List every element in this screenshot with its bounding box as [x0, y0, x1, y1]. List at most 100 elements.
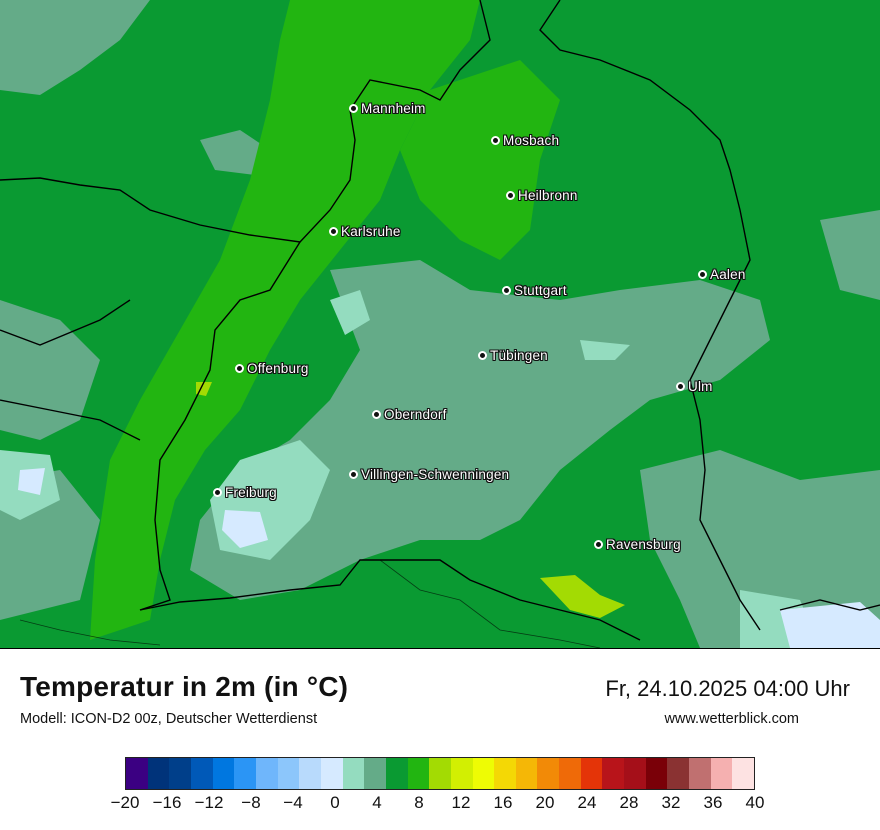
colorbar-tick-label: 24: [577, 793, 597, 812]
city-dot-icon: [235, 364, 244, 373]
city-name: Villingen-Schwenningen: [361, 467, 510, 482]
city-name: Tübingen: [490, 348, 548, 363]
forecast-datetime: Fr, 24.10.2025 04:00 Uhr: [605, 676, 850, 701]
city-marker[interactable]: Freiburg: [213, 485, 277, 500]
map-title: Temperatur in 2m (in °C): [20, 671, 349, 702]
colorbar-tick-label: 4: [372, 793, 382, 812]
city-dot-icon: [213, 488, 222, 497]
colorbar-swatch: [602, 758, 625, 789]
colorbar-swatch: [277, 758, 300, 789]
city-dot-icon: [506, 191, 515, 200]
colorbar-tick-label: −20: [110, 793, 140, 812]
city-marker[interactable]: Karlsruhe: [329, 224, 401, 239]
colorbar-swatch: [494, 758, 516, 789]
model-source: Modell: ICON-D2 00z, Deutscher Wetterdie…: [20, 711, 318, 727]
city-dot-icon: [349, 104, 358, 113]
field-coldest-spots: [18, 468, 880, 648]
city-dot-icon: [329, 227, 338, 236]
colorbar-swatch: [147, 758, 170, 789]
colorbar-swatch: [667, 758, 690, 789]
temperature-map[interactable]: Mannheim Mosbach Heilbronn Karlsruhe Aalen St…: [0, 0, 880, 649]
colorbar-swatch: [537, 758, 560, 789]
colorbar-swatch: [710, 758, 733, 789]
city-marker[interactable]: Stuttgart: [502, 283, 567, 298]
colorbar-swatch: [515, 758, 538, 789]
city-name: Offenburg: [247, 361, 309, 376]
temperature-colorbar: [125, 757, 755, 790]
colorbar-swatch: [580, 758, 603, 789]
colorbar-swatch: [624, 758, 646, 789]
colorbar-swatch: [407, 758, 430, 789]
colorbar-tick-label: 20: [535, 793, 555, 812]
city-name: Mannheim: [361, 101, 426, 116]
city-marker[interactable]: Offenburg: [235, 361, 309, 376]
colorbar-tick-label: −16: [152, 793, 182, 812]
colorbar-swatch: [212, 758, 235, 789]
city-marker[interactable]: Mannheim: [349, 101, 426, 116]
city-marker[interactable]: Tübingen: [478, 348, 548, 363]
colorbar-swatch: [732, 758, 755, 789]
colorbar-swatch: [342, 758, 365, 789]
city-name: Karlsruhe: [341, 224, 401, 239]
colorbar-swatch: [234, 758, 256, 789]
colorbar-swatch: [559, 758, 581, 789]
colorbar-swatch: [472, 758, 495, 789]
city-dot-icon: [349, 470, 358, 479]
field-east-cool: [0, 210, 880, 648]
city-marker[interactable]: Aalen: [698, 267, 746, 282]
city-name: Stuttgart: [514, 283, 567, 298]
colorbar-tick-label: 28: [619, 793, 639, 812]
colorbar-swatch: [190, 758, 213, 789]
colorbar-tick-label: 0: [330, 793, 340, 812]
temperature-field: [0, 0, 880, 648]
city-marker[interactable]: Villingen-Schwenningen: [349, 467, 509, 482]
colorbar-swatch: [385, 758, 408, 789]
colorbar-swatch: [689, 758, 711, 789]
colorbar-ticks: −20 −16 −12 −8 −4 0 4 8 12 16 20 24 28 32 36 40: [0, 793, 880, 817]
colorbar-tick-label: 36: [703, 793, 723, 812]
city-dot-icon: [676, 382, 685, 391]
city-name: Ulm: [688, 379, 713, 394]
colorbar-tick-label: 32: [661, 793, 681, 812]
colorbar-swatch: [645, 758, 668, 789]
city-dot-icon: [491, 136, 500, 145]
colorbar-swatch: [320, 758, 343, 789]
colorbar-swatch: [255, 758, 278, 789]
colorbar-tick-label: 12: [451, 793, 471, 812]
city-name: Heilbronn: [518, 188, 578, 203]
colorbar-tick-label: −8: [241, 793, 261, 812]
colorbar-swatch: [364, 758, 386, 789]
city-name: Oberndorf: [384, 407, 447, 422]
colorbar-tick-label: 8: [414, 793, 424, 812]
map-footer: Temperatur in 2m (in °C) Modell: ICON-D2…: [0, 649, 880, 830]
city-name: Freiburg: [225, 485, 277, 500]
field-rhine-valley: [90, 0, 480, 640]
field-nw-mid: [0, 0, 270, 175]
colorbar-tick-label: 16: [493, 793, 513, 812]
field-warm-spots: [196, 382, 625, 618]
district-borders: [19, 559, 601, 648]
city-dot-icon: [478, 351, 487, 360]
colorbar-swatch: [450, 758, 473, 789]
city-name: Mosbach: [503, 133, 560, 148]
colorbar-tick-label: −12: [194, 793, 224, 812]
field-neckar-valley: [400, 60, 560, 260]
colorbar-tick-label: 40: [745, 793, 765, 812]
colorbar-swatch: [299, 758, 321, 789]
city-marker[interactable]: Ravensburg: [594, 537, 681, 552]
city-name: Ravensburg: [606, 537, 681, 552]
website-link[interactable]: www.wetterblick.com: [664, 711, 799, 727]
city-dot-icon: [594, 540, 603, 549]
city-marker[interactable]: Ulm: [676, 379, 713, 394]
city-dot-icon: [502, 286, 511, 295]
city-marker[interactable]: Heilbronn: [506, 188, 578, 203]
city-dot-icon: [698, 270, 707, 279]
state-borders: [0, 0, 880, 641]
city-marker[interactable]: Mosbach: [491, 133, 559, 148]
colorbar-swatch: [169, 758, 191, 789]
city-marker[interactable]: Oberndorf: [372, 407, 447, 422]
city-dot-icon: [372, 410, 381, 419]
colorbar-tick-label: −4: [283, 793, 303, 812]
city-name: Aalen: [710, 267, 746, 282]
colorbar-swatch: [126, 758, 148, 789]
